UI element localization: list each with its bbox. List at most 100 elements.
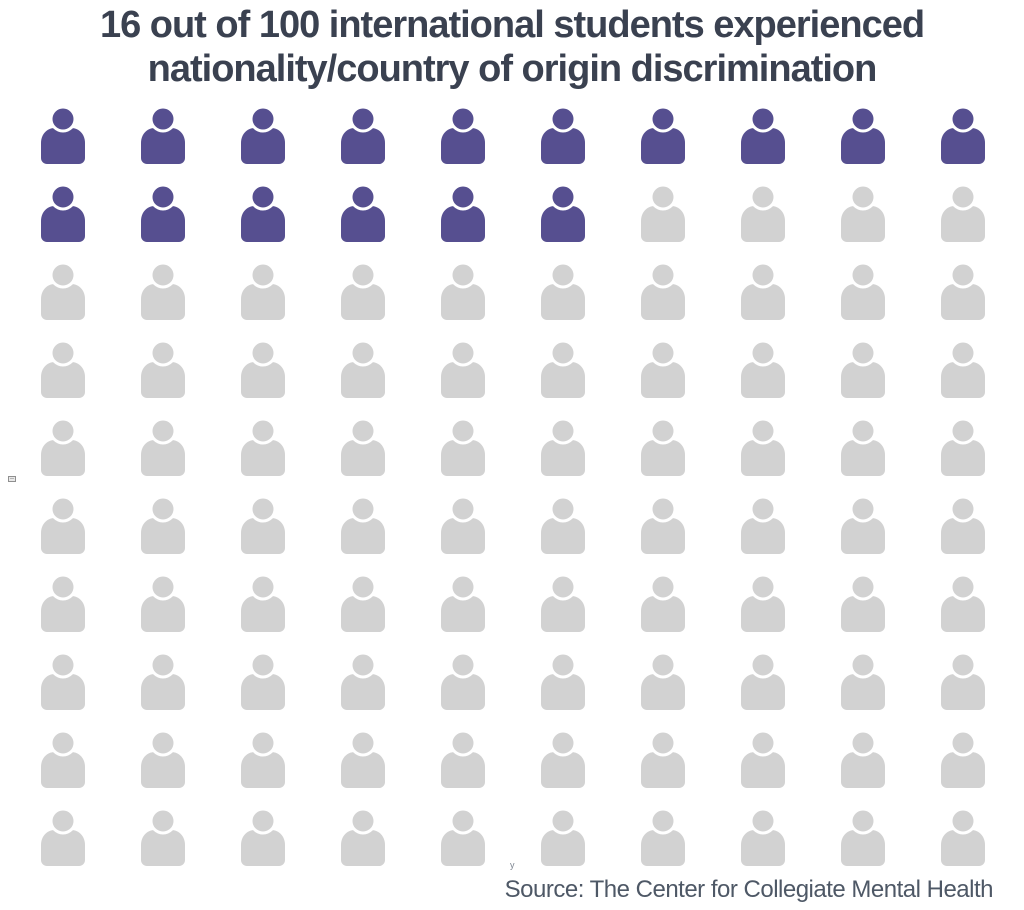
person-icon [13, 338, 113, 416]
chart-title-line-1: 16 out of 100 international students exp… [99, 4, 925, 46]
person-icon [313, 494, 413, 572]
person-icon [513, 806, 613, 884]
person-icon [413, 104, 513, 182]
person-icon [913, 104, 1013, 182]
person-icon [113, 416, 213, 494]
person-icon [713, 416, 813, 494]
person-icon [613, 494, 713, 572]
person-icon [513, 260, 613, 338]
person-icon [713, 728, 813, 806]
person-icon [613, 104, 713, 182]
person-icon [613, 416, 713, 494]
person-icon [313, 416, 413, 494]
person-icon [513, 494, 613, 572]
person-icon [813, 572, 913, 650]
person-icon [413, 416, 513, 494]
person-icon [113, 182, 213, 260]
person-icon [213, 728, 313, 806]
stray-text-artifact: y [510, 860, 515, 870]
person-icon [713, 182, 813, 260]
person-icon [313, 572, 413, 650]
stray-mark-artifact [8, 476, 16, 482]
person-icon [513, 572, 613, 650]
person-icon [113, 104, 213, 182]
person-icon [613, 728, 713, 806]
person-icon [413, 182, 513, 260]
person-icon [713, 806, 813, 884]
person-icon [913, 806, 1013, 884]
person-icon [113, 338, 213, 416]
person-icon [313, 728, 413, 806]
person-icon [113, 494, 213, 572]
person-icon [313, 104, 413, 182]
chart-title-line-2: nationality/country of origin discrimina… [147, 48, 878, 90]
person-icon [913, 650, 1013, 728]
person-icon [913, 416, 1013, 494]
pictogram-grid [13, 104, 1013, 884]
person-icon [513, 104, 613, 182]
person-icon [613, 260, 713, 338]
person-icon [13, 806, 113, 884]
person-icon [13, 728, 113, 806]
person-icon [213, 650, 313, 728]
person-icon [713, 104, 813, 182]
person-icon [213, 338, 313, 416]
person-icon [413, 494, 513, 572]
person-icon [913, 572, 1013, 650]
person-icon [513, 416, 613, 494]
person-icon [13, 260, 113, 338]
person-icon [113, 806, 213, 884]
person-icon [213, 104, 313, 182]
person-icon [313, 338, 413, 416]
person-icon [613, 650, 713, 728]
person-icon [413, 338, 513, 416]
person-icon [913, 260, 1013, 338]
person-icon [113, 728, 213, 806]
source-caption: Source: The Center for Collegiate Mental… [504, 876, 994, 903]
person-icon [913, 338, 1013, 416]
person-icon [513, 182, 613, 260]
person-icon [113, 650, 213, 728]
person-icon [413, 650, 513, 728]
person-icon [13, 494, 113, 572]
person-icon [313, 260, 413, 338]
person-icon [913, 728, 1013, 806]
person-icon [913, 182, 1013, 260]
person-icon [713, 650, 813, 728]
person-icon [213, 260, 313, 338]
person-icon [13, 416, 113, 494]
person-icon [813, 260, 913, 338]
person-icon [413, 728, 513, 806]
person-icon [413, 572, 513, 650]
person-icon [113, 260, 213, 338]
person-icon [313, 806, 413, 884]
person-icon [213, 182, 313, 260]
person-icon [213, 572, 313, 650]
person-icon [313, 182, 413, 260]
person-icon [613, 182, 713, 260]
person-icon [613, 338, 713, 416]
person-icon [13, 104, 113, 182]
person-icon [413, 260, 513, 338]
person-icon [213, 494, 313, 572]
person-icon [813, 182, 913, 260]
person-icon [513, 728, 613, 806]
person-icon [413, 806, 513, 884]
person-icon [613, 572, 713, 650]
person-icon [213, 416, 313, 494]
person-icon [713, 572, 813, 650]
person-icon [213, 806, 313, 884]
person-icon [13, 650, 113, 728]
person-icon [313, 650, 413, 728]
person-icon [813, 806, 913, 884]
person-icon [513, 338, 613, 416]
person-icon [913, 494, 1013, 572]
person-icon [13, 572, 113, 650]
person-icon [813, 338, 913, 416]
chart-title: 16 out of 100 international students exp… [0, 3, 1024, 91]
person-icon [113, 572, 213, 650]
person-icon [813, 494, 913, 572]
person-icon [713, 494, 813, 572]
person-icon [813, 728, 913, 806]
person-icon [713, 260, 813, 338]
